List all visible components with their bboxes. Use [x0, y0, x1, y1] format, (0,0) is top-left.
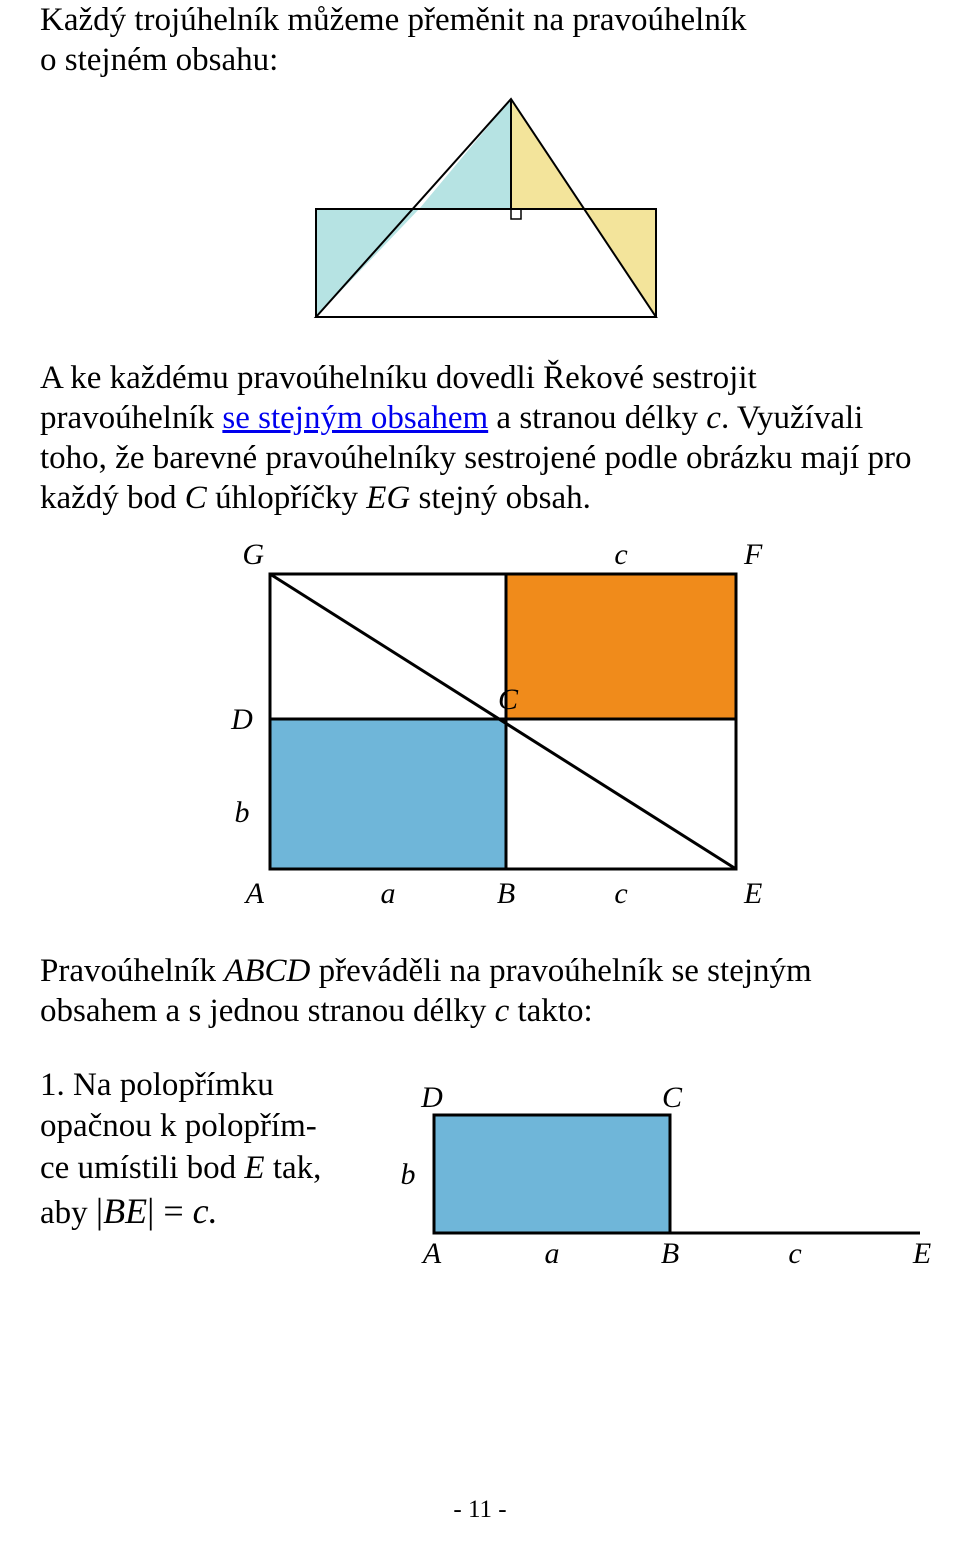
svg-text:b: b — [401, 1158, 416, 1191]
link-same-area[interactable]: se stejným obsahem — [222, 400, 488, 436]
s1-aby: aby — [40, 1195, 96, 1231]
fig3-svg: D C A B Ea b c — [372, 1065, 932, 1265]
svg-text:a: a — [545, 1237, 560, 1265]
figure-step-1: D C A B Ea b c — [372, 1065, 932, 1270]
svg-text:C: C — [662, 1081, 683, 1114]
svg-text:A: A — [244, 877, 265, 910]
s1-line3: ce umístili bod — [40, 1150, 244, 1186]
page-number: - 11 - — [0, 1496, 960, 1524]
p2-c: c — [706, 400, 721, 436]
svg-text:c: c — [788, 1237, 801, 1265]
svg-text:a: a — [381, 877, 396, 910]
svg-text:A: A — [421, 1237, 442, 1265]
p3-c: c — [495, 993, 510, 1029]
s1-line2: opačnou k polopřím- — [40, 1108, 317, 1144]
svg-text:b: b — [235, 796, 250, 829]
page: Každý trojúhelník můžeme přeměnit na pra… — [0, 0, 960, 1546]
formula-c: c. — [193, 1191, 218, 1231]
svg-text:c: c — [614, 538, 627, 571]
svg-text:c: c — [614, 877, 627, 910]
step-1-text: 1. Na polopřímku opačnou k polopřím- ce … — [40, 1065, 364, 1234]
p3-pre: Pravoúhelník — [40, 953, 224, 989]
formula-abs-BE-eq-c: |BE| = c. — [96, 1191, 218, 1231]
formula-BE: BE — [103, 1191, 147, 1231]
svg-text:D: D — [230, 703, 253, 736]
p2-EG: EG — [366, 480, 410, 516]
fig1-svg — [296, 91, 676, 331]
fig2-svg: G F A E B D Ca b c c — [186, 529, 786, 924]
p2-post1: a stranou délky — [488, 400, 706, 436]
p2-post4: stejný obsah. — [410, 480, 591, 516]
svg-text:F: F — [743, 538, 763, 571]
paragraph-3: Pravoúhelník ABCD převáděli na pravoúhel… — [40, 951, 932, 1032]
s1-E: E — [244, 1150, 264, 1186]
intro-line2: o stejném obsahu: — [40, 42, 278, 78]
svg-text:B: B — [661, 1237, 679, 1265]
intro-line1: Každý trojúhelník můžeme přeměnit na pra… — [40, 2, 747, 38]
p2-Cvar: C — [185, 480, 207, 516]
figure-triangle-to-rectangle — [40, 91, 932, 336]
svg-text:C: C — [498, 683, 519, 716]
figure-rectangle-diagonal: G F A E B D Ca b c c — [40, 529, 932, 929]
s1-line3b: tak, — [265, 1150, 322, 1186]
svg-text:G: G — [242, 538, 264, 571]
formula-eq: = — [154, 1191, 192, 1231]
svg-text:E: E — [912, 1237, 931, 1265]
paragraph-2: A ke každému pravoúhelníku dovedli Řekov… — [40, 358, 932, 519]
step-1-row: 1. Na polopřímku opačnou k polopřím- ce … — [40, 1065, 932, 1270]
svg-text:B: B — [497, 877, 515, 910]
s1-line1: 1. Na polopřímku — [40, 1067, 274, 1103]
p3-post: takto: — [509, 993, 592, 1029]
svg-text:E: E — [743, 877, 762, 910]
p2-post3: úhlopříčky — [207, 480, 366, 516]
svg-text:D: D — [420, 1081, 443, 1114]
intro-paragraph: Každý trojúhelník můžeme přeměnit na pra… — [40, 0, 932, 81]
p3-ABCD: ABCD — [224, 953, 310, 989]
